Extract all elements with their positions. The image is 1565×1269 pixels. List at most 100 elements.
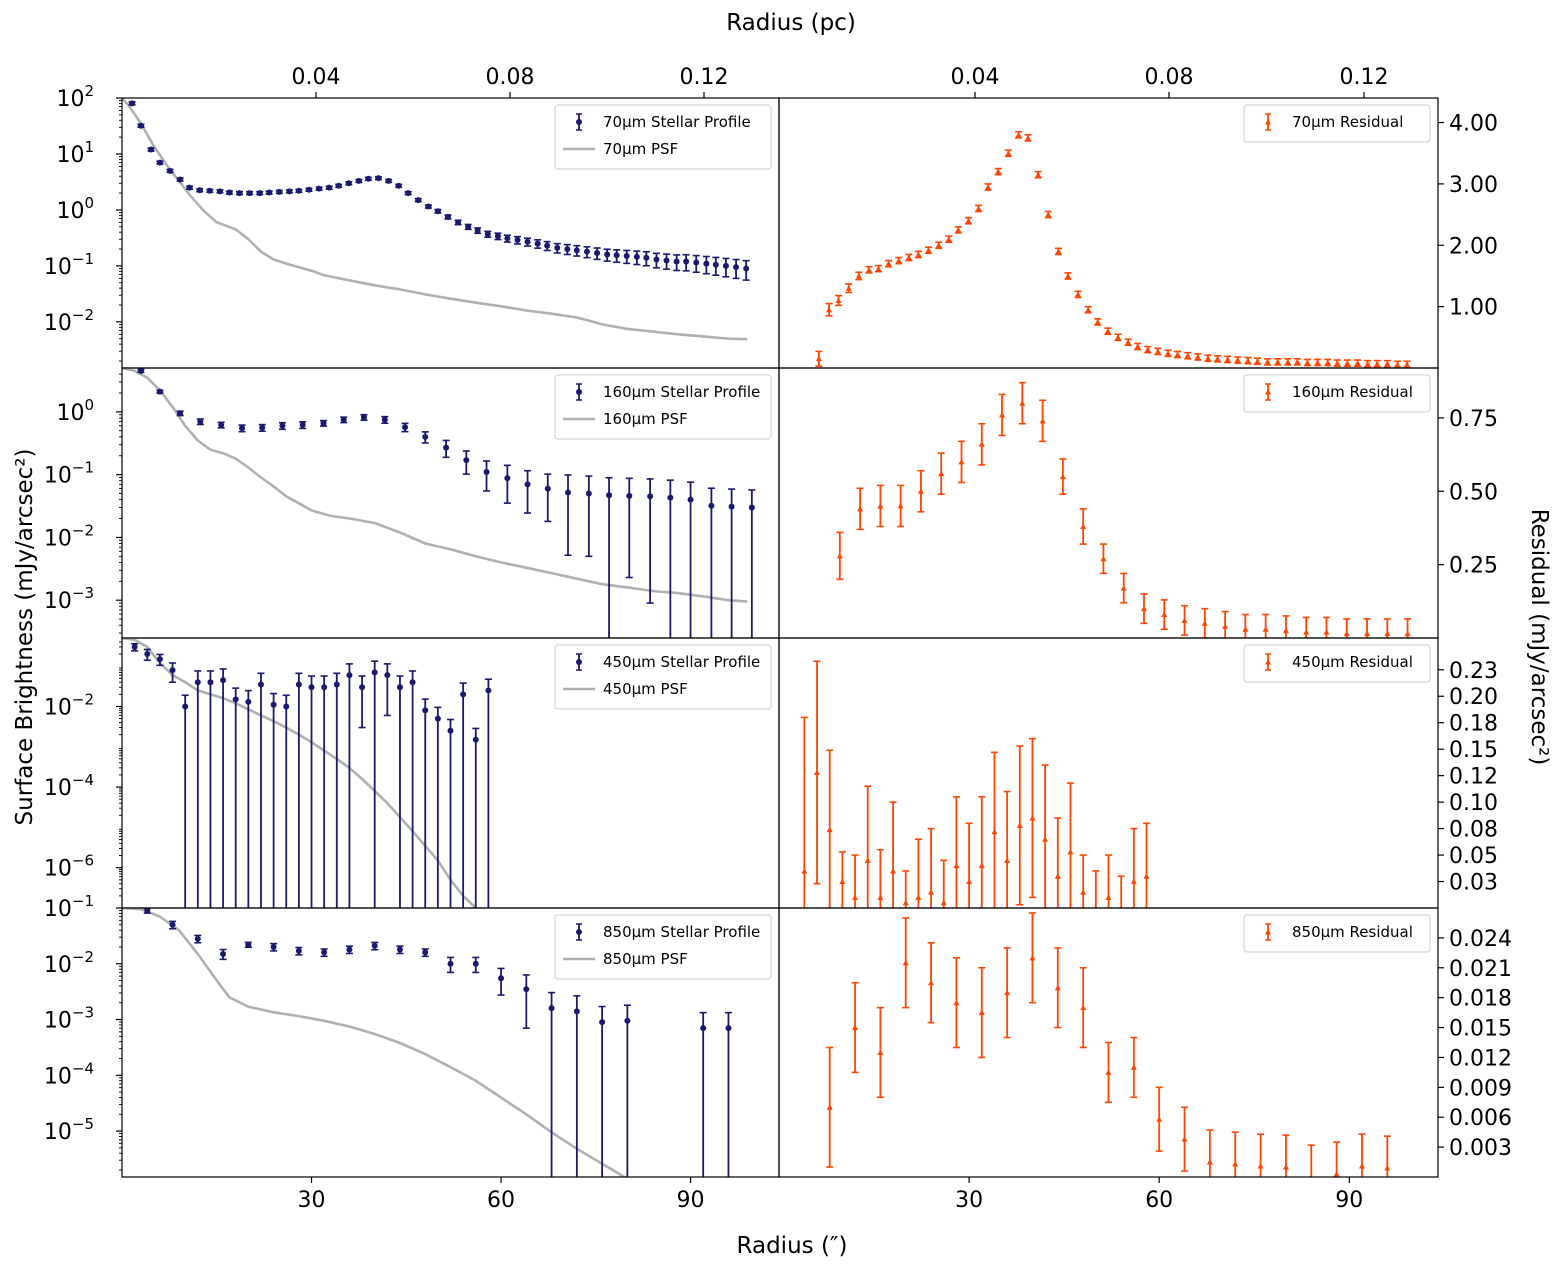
profile-point — [434, 208, 441, 215]
profile-point — [236, 190, 243, 197]
right-y-axis-label: Residual (mJy/arcsec²) — [1526, 509, 1552, 766]
residual-point — [928, 979, 935, 986]
profile-point — [434, 715, 441, 722]
profile-point — [402, 424, 409, 431]
x-tick-label: 30 — [298, 1188, 326, 1213]
residual-point — [1029, 954, 1036, 961]
residual-point — [945, 236, 952, 242]
profile-point — [465, 223, 472, 230]
residual-point — [1354, 360, 1361, 366]
profile-point — [156, 656, 163, 663]
residual-point — [1094, 905, 1098, 908]
residual-point — [1309, 1174, 1313, 1177]
profile-point — [148, 146, 155, 153]
profile-point — [472, 960, 479, 967]
profile-point — [276, 188, 283, 195]
profile-point — [548, 1005, 555, 1012]
residual-point — [1054, 984, 1061, 991]
y-tick-label: 0.018 — [1449, 987, 1512, 1012]
residual-point — [1304, 359, 1311, 365]
y-tick-label: 10−5 — [44, 1115, 94, 1145]
profile-point — [259, 424, 266, 431]
profile-point — [245, 941, 252, 948]
residual-point — [890, 867, 897, 874]
y-tick-label: 3.00 — [1449, 173, 1498, 198]
profile-point — [395, 182, 402, 189]
residual-point — [1364, 360, 1371, 367]
profile-point — [384, 672, 391, 679]
profile-point — [647, 493, 654, 500]
profile-point — [385, 177, 392, 184]
profile-point — [498, 975, 505, 982]
residual-point — [1242, 626, 1249, 632]
profile-point — [360, 414, 367, 421]
residual-point — [1042, 836, 1049, 842]
profile-point — [633, 253, 640, 260]
psf-line — [122, 98, 748, 341]
profile-point — [326, 184, 333, 191]
profile-point — [650, 1240, 656, 1246]
profile-point — [504, 475, 511, 482]
profile-point — [748, 504, 755, 511]
legend-label: 450μm Residual — [1292, 653, 1413, 671]
profile-point — [728, 503, 735, 510]
residual-point — [1019, 400, 1026, 406]
y-tick-label: 1.00 — [1449, 296, 1498, 321]
y-tick-exponent: −1 — [72, 892, 94, 910]
left-y-axis-label: Surface Brightness (mJy/arcsec²) — [12, 449, 38, 826]
panel-data-right-3 — [826, 912, 1391, 1177]
residual-point — [953, 862, 960, 869]
y-tick-label: 10−1 — [44, 459, 94, 489]
y-tick-label: 0.50 — [1449, 480, 1498, 505]
residual-point — [1055, 248, 1062, 254]
profile-point — [144, 651, 151, 658]
residual-point — [1232, 1161, 1239, 1167]
residual-point — [1394, 361, 1401, 367]
legend-label: 160μm Residual — [1292, 383, 1413, 401]
residual-point — [1364, 630, 1371, 637]
profile-point — [743, 265, 750, 272]
legend-label: 160μm PSF — [603, 410, 688, 428]
residual-point — [1334, 360, 1341, 366]
legend-label: 850μm Stellar Profile — [603, 923, 760, 941]
profile-point — [524, 238, 531, 245]
profile-point — [194, 679, 201, 686]
y-tick-label: 0.18 — [1449, 712, 1498, 737]
y-tick-exponent: −2 — [72, 690, 94, 708]
residual-point — [1194, 353, 1201, 360]
profile-point — [534, 240, 541, 247]
profile-point — [667, 494, 674, 501]
residual-point — [1059, 473, 1066, 480]
residual-point — [1045, 211, 1052, 218]
legend-label: 160μm Stellar Profile — [603, 383, 760, 401]
panel-data-left-3 — [122, 908, 732, 1246]
top-x-tick-label: 0.12 — [1340, 65, 1389, 90]
residual-point — [975, 205, 982, 211]
y-tick-label: 10−1 — [44, 250, 94, 280]
profile-point — [169, 667, 176, 674]
residual-point — [1257, 1163, 1264, 1169]
profile-point — [483, 469, 490, 476]
profile-point — [573, 1008, 580, 1015]
residual-point — [995, 168, 1002, 175]
y-tick-label: 0.25 — [1449, 554, 1498, 579]
profile-point — [604, 251, 611, 258]
residual-point — [897, 502, 904, 509]
residual-point — [1025, 134, 1032, 141]
residual-point — [857, 505, 864, 512]
profile-point — [279, 422, 286, 429]
profile-point — [693, 259, 700, 266]
psf-line — [122, 368, 748, 603]
bottom-x-axis-label: Radius (″) — [737, 1233, 848, 1259]
legend-label: 450μm Stellar Profile — [603, 653, 760, 671]
residual-point — [1035, 171, 1042, 178]
profile-point — [422, 707, 429, 714]
profile-point — [167, 167, 174, 174]
profile-point — [443, 444, 450, 451]
x-tick-label: 60 — [487, 1188, 515, 1213]
x-tick-label: 30 — [955, 1188, 983, 1213]
profile-point — [194, 935, 201, 942]
profile-point — [197, 418, 204, 425]
y-tick-exponent: 0 — [84, 396, 94, 414]
profile-point — [703, 260, 710, 267]
